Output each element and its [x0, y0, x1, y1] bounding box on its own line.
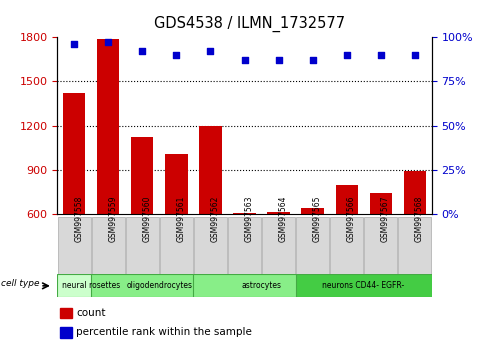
Text: GSM997564: GSM997564: [278, 196, 287, 242]
Bar: [194, 274, 329, 297]
Text: astrocytes: astrocytes: [242, 281, 281, 290]
Text: GSM997559: GSM997559: [108, 196, 117, 242]
Bar: [370, 193, 392, 303]
Bar: [131, 137, 154, 303]
FancyBboxPatch shape: [126, 217, 159, 274]
Bar: [200, 126, 222, 303]
FancyBboxPatch shape: [364, 217, 397, 274]
Point: [70, 41, 78, 47]
FancyBboxPatch shape: [160, 217, 193, 274]
FancyBboxPatch shape: [398, 217, 431, 274]
Text: GSM997562: GSM997562: [211, 196, 220, 242]
Point: [411, 52, 419, 58]
Bar: [295, 274, 432, 297]
FancyBboxPatch shape: [330, 217, 363, 274]
Point: [138, 48, 146, 54]
FancyBboxPatch shape: [296, 217, 329, 274]
Text: percentile rank within the sample: percentile rank within the sample: [76, 327, 252, 337]
Point: [274, 57, 282, 63]
Bar: [97, 39, 119, 303]
Bar: [63, 93, 85, 303]
Text: GSM997561: GSM997561: [177, 196, 186, 242]
FancyBboxPatch shape: [228, 217, 261, 274]
Text: GSM997568: GSM997568: [415, 196, 424, 242]
Text: cell type: cell type: [1, 279, 39, 288]
Text: neurons CD44- EGFR-: neurons CD44- EGFR-: [322, 281, 405, 290]
Bar: [301, 208, 324, 303]
Text: GSM997560: GSM997560: [142, 196, 151, 242]
FancyBboxPatch shape: [262, 217, 295, 274]
Point: [207, 48, 215, 54]
Point: [173, 52, 181, 58]
FancyBboxPatch shape: [92, 217, 125, 274]
Bar: [60, 327, 72, 338]
Bar: [57, 274, 125, 297]
Text: neural rosettes: neural rosettes: [62, 281, 121, 290]
FancyBboxPatch shape: [194, 217, 227, 274]
Bar: [165, 154, 188, 303]
Point: [308, 57, 316, 63]
Point: [377, 52, 385, 58]
Point: [104, 40, 112, 45]
Bar: [267, 212, 289, 303]
Text: GSM997567: GSM997567: [381, 196, 390, 242]
Bar: [234, 213, 255, 303]
Point: [241, 57, 249, 63]
Bar: [335, 185, 358, 303]
Bar: [91, 274, 228, 297]
Text: GDS4538 / ILMN_1732577: GDS4538 / ILMN_1732577: [154, 16, 345, 32]
Text: GSM997563: GSM997563: [245, 196, 253, 242]
Point: [343, 52, 351, 58]
Text: GSM997566: GSM997566: [347, 196, 356, 242]
Bar: [60, 308, 72, 319]
Text: GSM997565: GSM997565: [312, 196, 321, 242]
Text: oligodendrocytes: oligodendrocytes: [126, 281, 193, 290]
Text: count: count: [76, 308, 106, 318]
Bar: [404, 171, 426, 303]
Text: GSM997558: GSM997558: [74, 196, 83, 242]
FancyBboxPatch shape: [58, 217, 91, 274]
